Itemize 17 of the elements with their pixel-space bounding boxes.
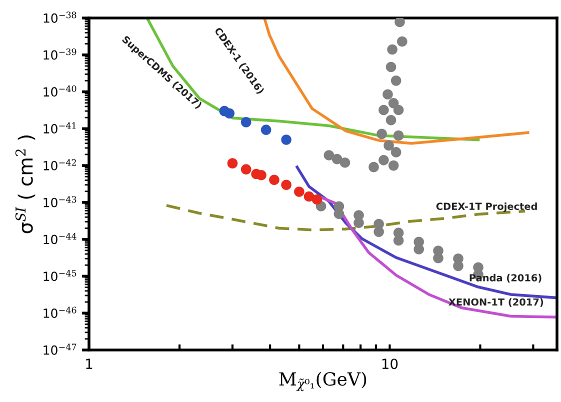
series-label: CDEX-1T Projected [436, 202, 537, 212]
y-tick-label: 10$^{−45}$ [44, 270, 76, 282]
x-tick-label: 1 [86, 358, 92, 369]
y-tick-label: 10$^{−42}$ [44, 159, 76, 170]
y-tick-label: 10$^{−44}$ [44, 232, 76, 244]
y-tick-label: 10$^{−41}$ [44, 122, 76, 134]
y-tick-label: 10$^{−38}$ [44, 12, 76, 23]
series-label: Panda (2016) [470, 274, 542, 283]
y-tick-label: 10$^{−46}$ [44, 306, 76, 318]
y-tick-label: 10$^{−39}$ [44, 48, 76, 60]
series-label: XENON-1T (2017) [448, 298, 544, 307]
y-axis-title: σ$^{SI}$ ( cm$^{2}$ ) [15, 136, 36, 234]
y-tick-label: 10$^{−43}$ [44, 196, 76, 208]
y-tick-label: 10$^{−47}$ [44, 344, 76, 355]
x-axis-title: M$_{χ̃⁰₁}$(GeV) [279, 372, 366, 392]
x-tick-label: 10 [382, 358, 398, 370]
y-tick-label: 10$^{−40}$ [44, 85, 76, 97]
